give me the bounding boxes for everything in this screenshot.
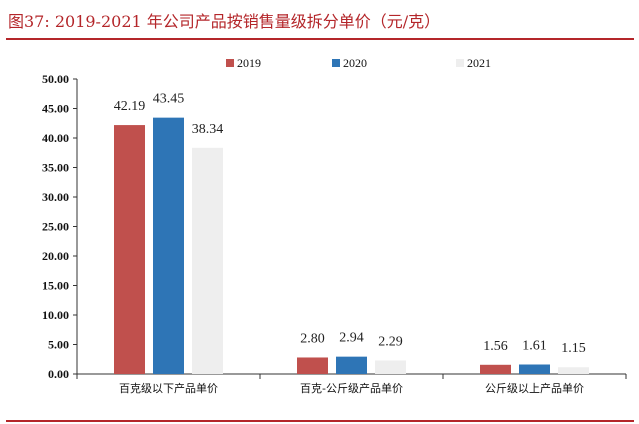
y-tick-label: 40.00 [42,131,69,145]
legend-swatch-2019 [226,59,234,67]
legend-label-2021: 2021 [467,56,491,70]
data-label: 2.29 [378,334,403,349]
data-label: 2.94 [339,331,364,346]
y-tick-label: 45.00 [42,102,69,116]
bar-2021 [375,360,406,374]
x-category-label: 公斤级以上产品单价 [485,381,584,395]
legend-swatch-2020 [332,59,340,67]
legend-swatch-2021 [456,59,464,67]
legend-label-2019: 2019 [237,56,261,70]
data-label: 1.61 [522,339,547,354]
y-tick-label: 15.00 [42,279,69,293]
data-label: 43.45 [153,92,185,107]
legend-label-2020: 2020 [343,56,367,70]
data-label: 2.80 [300,331,325,346]
y-tick-label: 35.00 [42,161,69,175]
y-tick-label: 30.00 [42,190,69,204]
x-category-label: 百克-公斤级产品单价 [300,381,403,395]
y-tick-label: 50.00 [42,72,69,86]
title-rule [6,38,634,40]
bar-2021 [192,147,223,374]
bar-2019 [297,357,328,374]
figure-title: 图37: 2019-2021 年公司产品按销售量级拆分单价（元/克） [8,12,441,31]
data-label: 1.56 [483,339,508,354]
y-tick-label: 25.00 [42,220,69,234]
bar-2020 [519,364,550,374]
y-tick-label: 5.00 [48,338,69,352]
data-label: 42.19 [114,99,146,114]
bar-2020 [336,356,367,374]
bar-2019 [480,364,511,374]
data-label: 38.34 [192,122,224,137]
y-tick-label: 20.00 [42,249,69,263]
bottom-rule [6,420,634,422]
bar-2021 [558,367,589,374]
bar-2020 [153,117,184,375]
data-label: 1.15 [561,341,586,356]
bar-2019 [114,125,145,374]
y-tick-label: 10.00 [42,308,69,322]
y-tick-label: 0.00 [48,367,69,381]
x-category-label: 百克级以下产品单价 [119,381,218,395]
